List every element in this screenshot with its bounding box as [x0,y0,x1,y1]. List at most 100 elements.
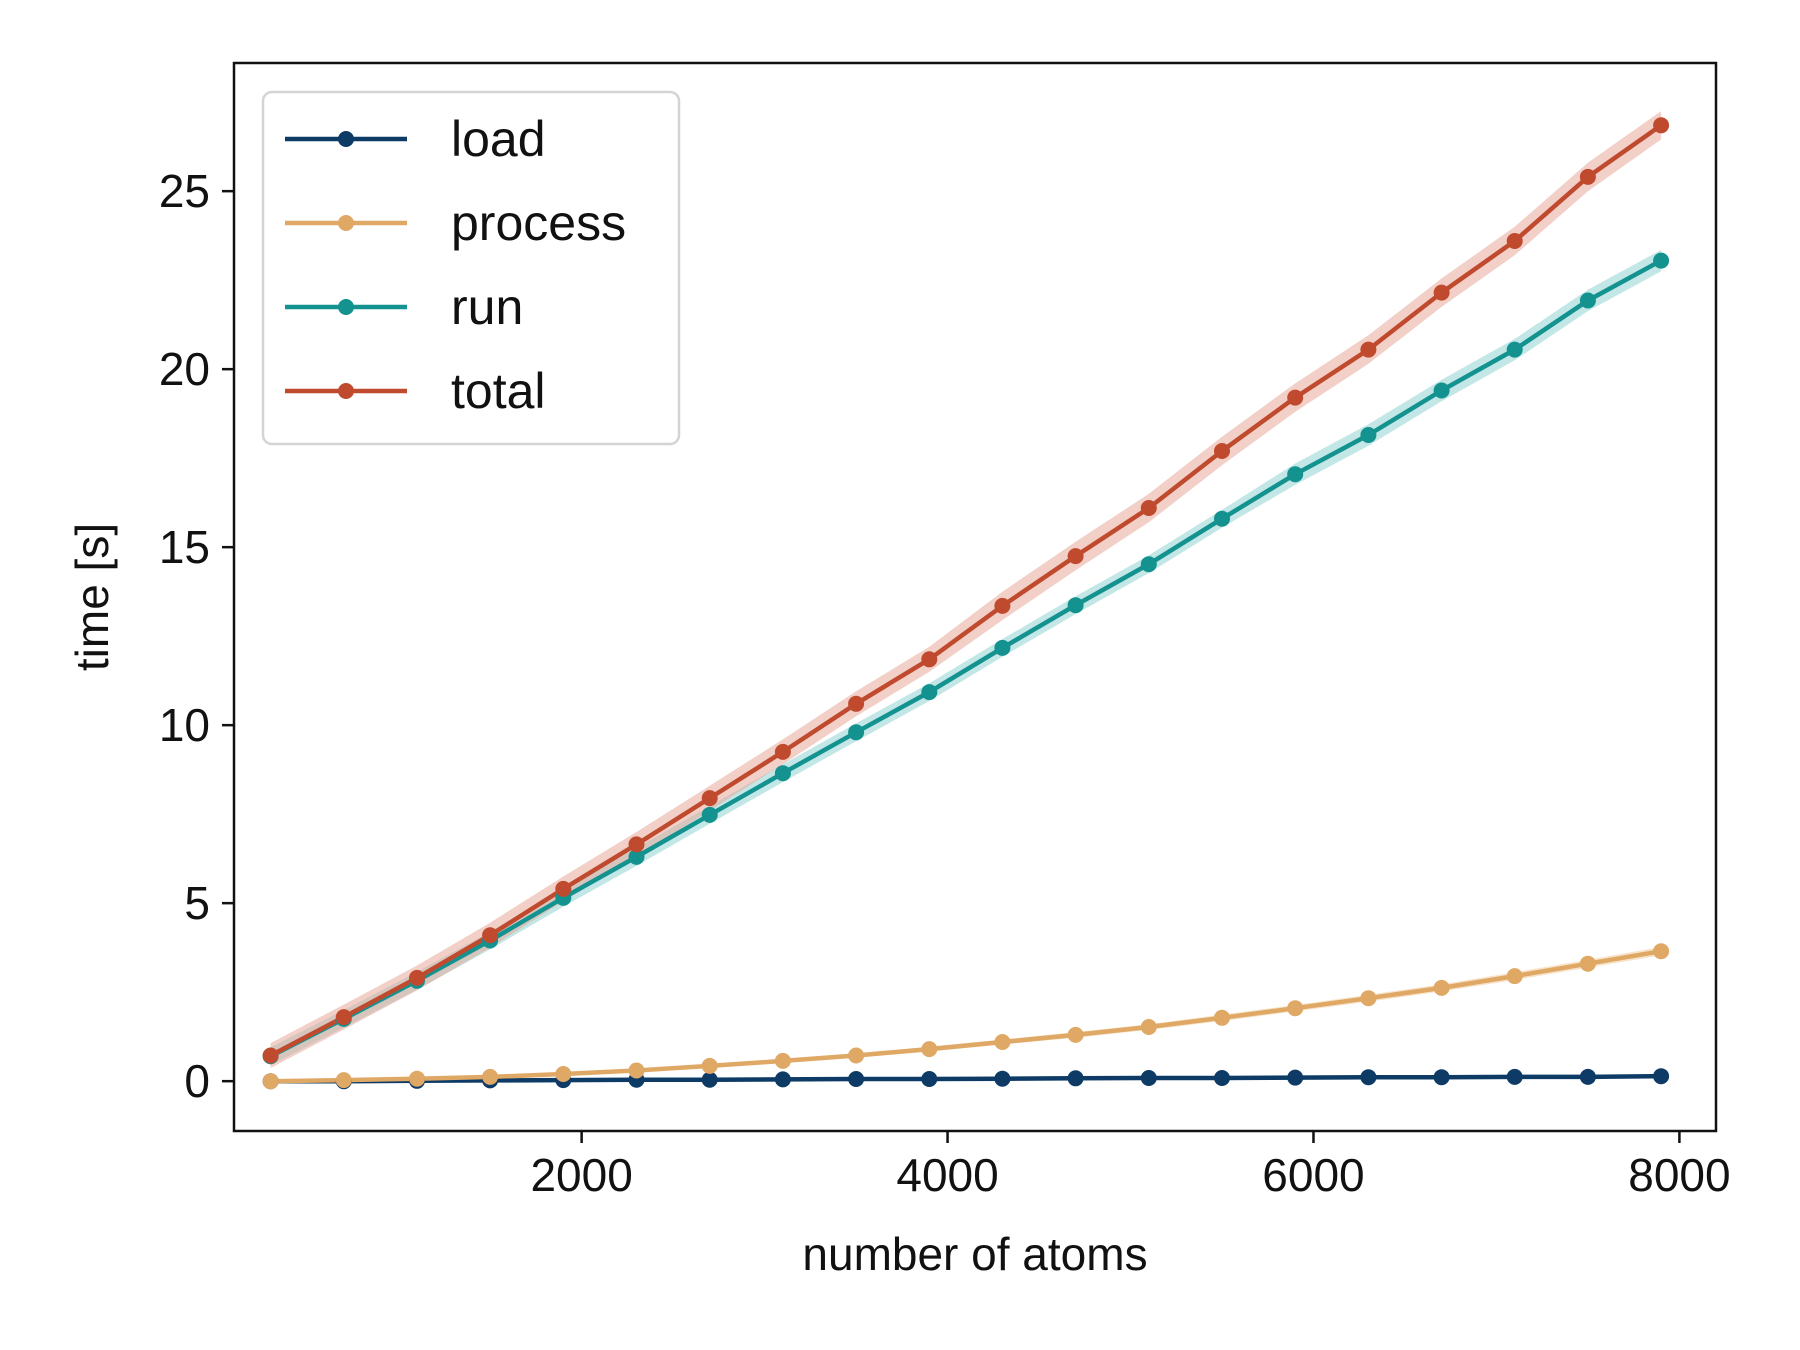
point-total [409,969,425,986]
point-run [1287,466,1304,483]
legend-item-load: load [285,111,546,167]
legend-swatch-marker [338,299,354,315]
point-total [1579,168,1596,185]
point-total [1653,117,1670,134]
series-line-run [269,258,1663,1059]
point-total [1214,443,1230,459]
point-process [262,1073,279,1090]
point-load [1140,1070,1157,1086]
band-total [270,111,1662,1069]
point-run [1506,341,1523,358]
point-process [994,1034,1011,1050]
x-axis: 2000 4000 6000 8000 [530,1131,1731,1201]
point-process [921,1041,938,1058]
y-tick-label: 20 [159,343,210,395]
band-process [270,946,1662,1083]
point-total [701,790,718,807]
point-load [1287,1069,1304,1086]
point-total [1287,389,1304,406]
point-run [1433,382,1450,399]
point-run [1214,510,1230,527]
point-load [994,1070,1011,1087]
point-process [1579,955,1596,972]
point-load [1579,1068,1596,1085]
point-process [1360,990,1377,1007]
series-lines [269,123,1663,1084]
legend-label: run [451,279,523,335]
legend-label: load [451,111,546,167]
point-total [774,743,791,760]
point-run [628,848,645,865]
x-tick-label: 2000 [530,1149,632,1201]
point-run [1653,252,1670,269]
point-process [628,1062,645,1079]
series-line-process [270,948,1662,1084]
y-tick-label: 25 [159,165,210,217]
point-total [482,927,499,944]
point-process [1067,1026,1084,1043]
point-total [1067,548,1084,565]
point-run [701,806,718,823]
x-axis-label: number of atoms [802,1228,1147,1280]
point-run [921,684,938,701]
legend-item-total: total [285,363,546,419]
point-total [1140,500,1157,516]
point-total [1506,233,1523,249]
point-run [1579,292,1596,309]
point-total [1360,341,1377,358]
point-process [848,1047,865,1064]
y-tick-label: 10 [159,699,210,751]
legend-label: total [451,363,546,419]
point-run [848,724,865,741]
point-run [994,639,1011,656]
point-total [1433,284,1450,301]
legend-label: process [451,195,626,251]
point-process [482,1068,499,1085]
point-load [1214,1070,1230,1086]
plot-frame [232,61,1718,1133]
series-points [262,117,1670,1090]
point-load [1067,1070,1084,1087]
x-tick-label: 6000 [1262,1149,1364,1201]
point-total [335,1009,352,1026]
legend-item-run: run [285,279,523,335]
point-process [774,1052,791,1069]
point-run [1140,556,1157,573]
x-tick-label: 4000 [896,1149,998,1201]
point-load [774,1071,791,1088]
point-process [1140,1019,1157,1035]
legend-swatch-marker [338,215,354,231]
point-process [335,1072,352,1089]
point-total [848,695,865,712]
x-tick-label: 8000 [1628,1149,1730,1201]
y-tick-label: 5 [184,877,210,929]
y-axis: 0 5 10 15 20 25 [159,165,234,1107]
point-process [1433,979,1450,996]
point-process [1506,968,1523,985]
point-process [1653,943,1670,960]
point-load [921,1071,938,1087]
point-run [774,765,791,782]
point-load [848,1071,865,1087]
legend-item-process: process [285,195,626,251]
y-axis-label: time [s] [66,523,118,671]
point-process [409,1070,425,1087]
legend-swatch-marker [338,383,354,399]
point-run [1360,427,1377,443]
point-total [628,836,645,853]
y-tick-label: 0 [184,1055,210,1107]
point-process [701,1057,718,1074]
legend-swatch-marker [338,131,354,147]
point-process [1214,1009,1230,1026]
point-load [1360,1069,1377,1086]
point-total [555,880,572,897]
point-process [1287,1000,1304,1017]
point-load [1433,1069,1450,1086]
point-load [701,1071,718,1088]
point-total [994,597,1011,614]
point-load [1506,1068,1523,1085]
legend: load process run total [261,90,681,446]
point-process [555,1066,572,1082]
